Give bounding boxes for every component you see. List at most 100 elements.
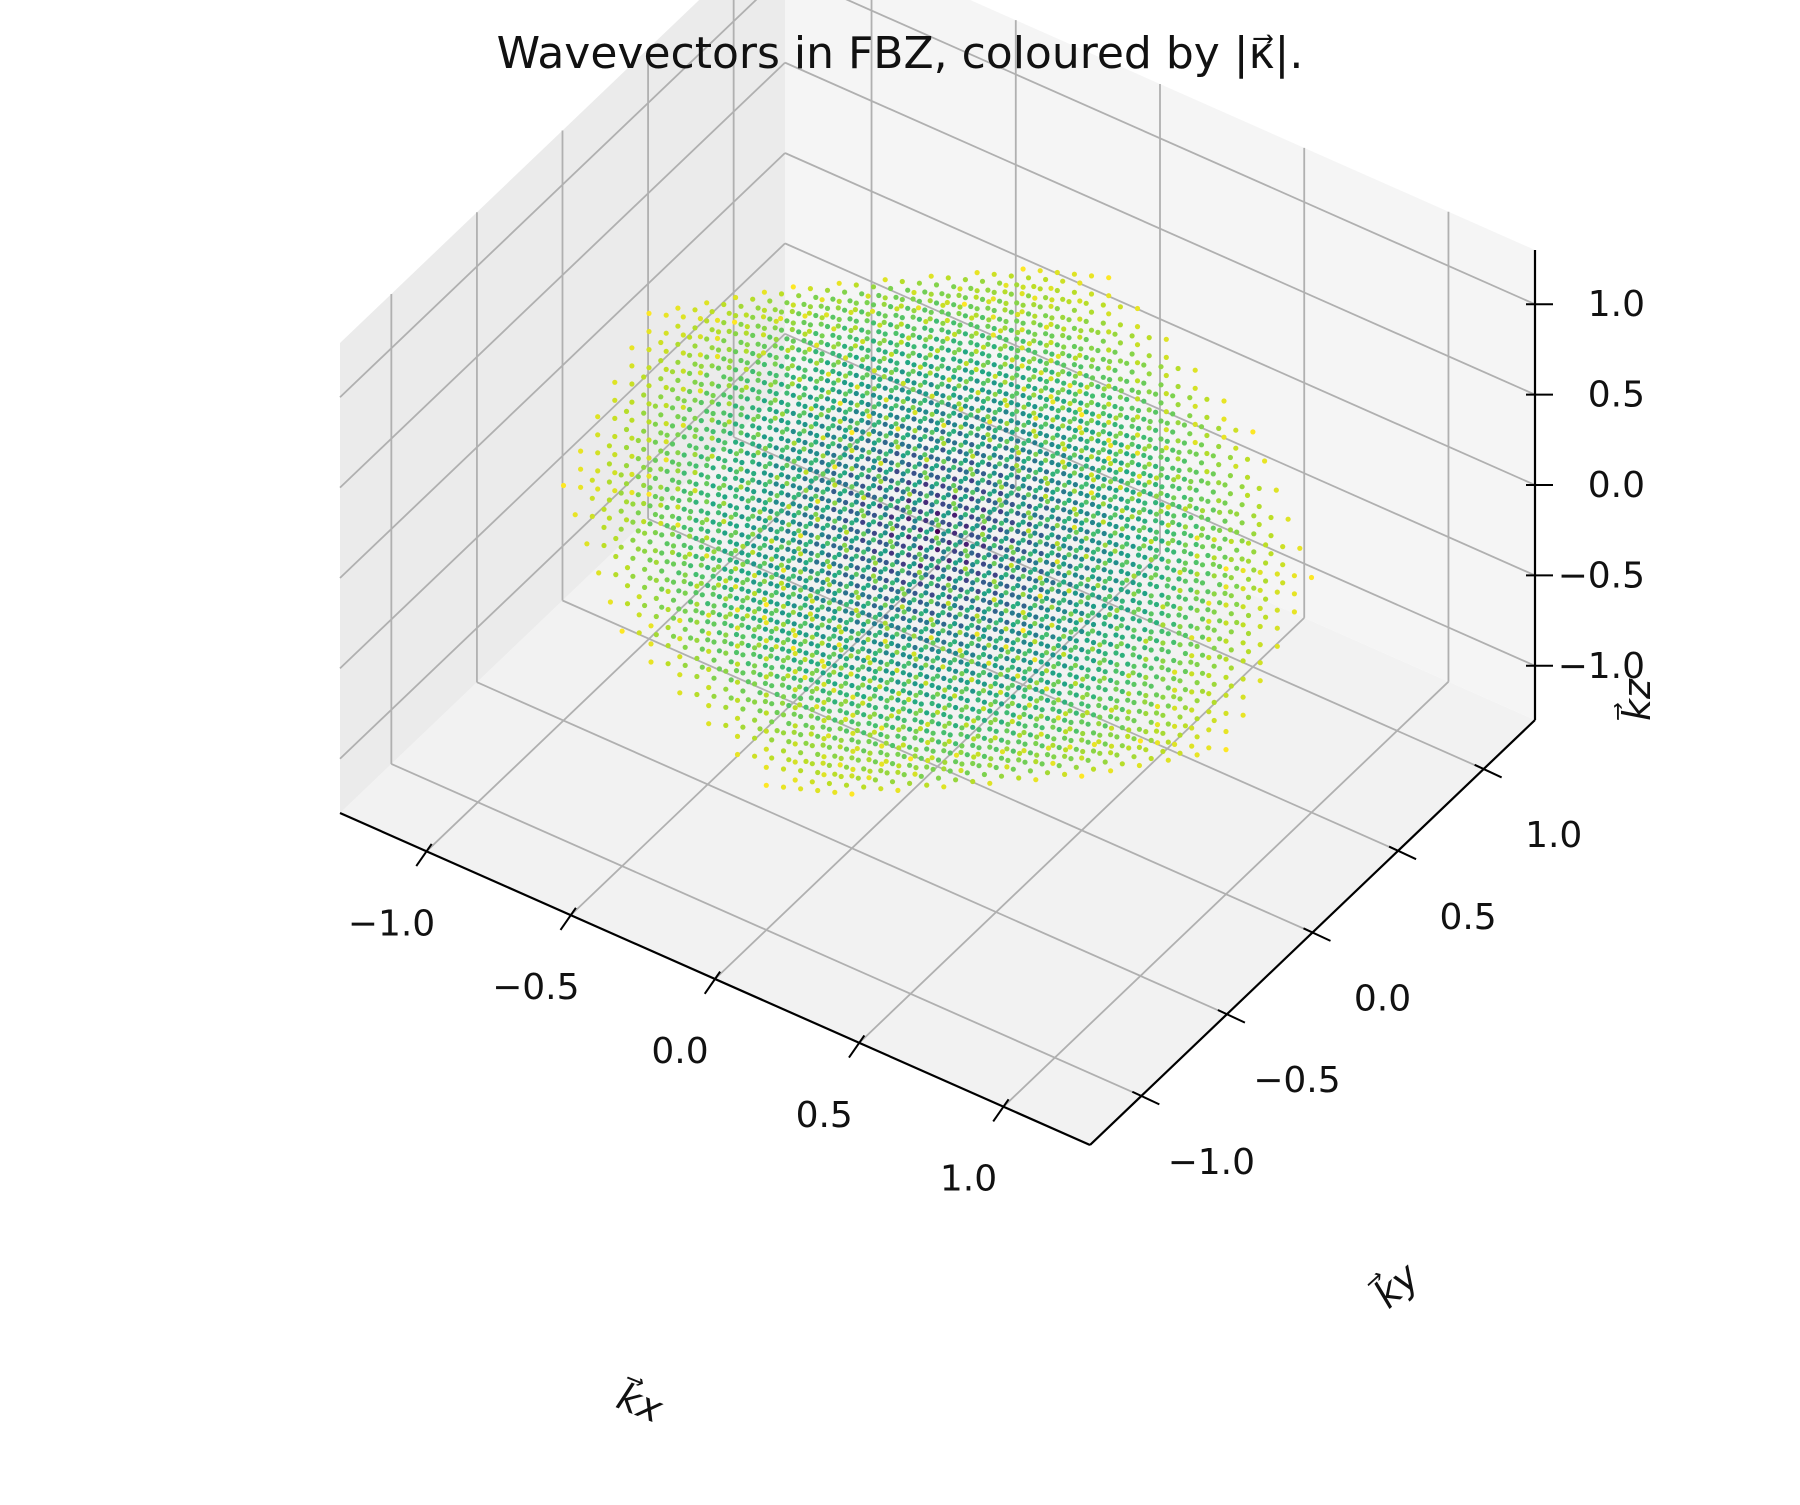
scatter-point (681, 524, 687, 530)
scatter-point (818, 339, 824, 345)
scatter-point (1015, 492, 1021, 498)
scatter-point (1164, 438, 1170, 444)
scatter-point (721, 392, 727, 398)
y-tick-label: −1.0 (1168, 1142, 1255, 1183)
scatter-point (963, 668, 969, 674)
scatter-point (1129, 423, 1135, 429)
scatter-point (1096, 540, 1102, 546)
scatter-point (773, 318, 779, 324)
scatter-point (1043, 331, 1049, 337)
scatter-point (814, 396, 820, 402)
scatter-point (670, 525, 677, 531)
scatter-point (913, 746, 919, 753)
scatter-point (865, 329, 871, 335)
scatter-point (1020, 411, 1026, 417)
scatter-point (971, 718, 977, 724)
scatter-point (752, 717, 758, 723)
scatter-point (715, 455, 722, 462)
scatter-point (911, 362, 917, 368)
scatter-point (723, 614, 729, 620)
scatter-point (1021, 567, 1027, 573)
scatter-point (1084, 601, 1090, 607)
scatter-point (975, 697, 981, 703)
scatter-point (767, 298, 773, 304)
scatter-point (732, 319, 738, 325)
scatter-point (808, 514, 814, 520)
scatter-point (849, 592, 855, 598)
scatter-point (963, 704, 969, 710)
scatter-point (918, 611, 924, 617)
scatter-point (814, 505, 820, 511)
scatter-point (872, 686, 879, 693)
scatter-point (1228, 593, 1234, 599)
scatter-point (881, 301, 887, 307)
scatter-point (1022, 759, 1028, 765)
scatter-point (1096, 431, 1102, 437)
scatter-point (1108, 533, 1114, 539)
scatter-point (1034, 716, 1040, 722)
scatter-point (825, 624, 832, 630)
scatter-point (898, 303, 904, 309)
scatter-point (941, 730, 947, 736)
scatter-point (1020, 609, 1026, 616)
scatter-point (941, 531, 947, 537)
scatter-point (1222, 518, 1228, 524)
scatter-point (928, 562, 934, 569)
scatter-point (951, 410, 957, 416)
scatter-point (778, 435, 785, 442)
scatter-point (964, 553, 970, 559)
scatter-point (962, 385, 969, 391)
scatter-point (836, 497, 842, 503)
scatter-point (958, 749, 964, 756)
scatter-point (755, 305, 761, 311)
scatter-point (1067, 563, 1073, 569)
scatter-point (706, 612, 712, 618)
scatter-point (1021, 549, 1027, 555)
scatter-point (801, 392, 807, 398)
scatter-point (1100, 447, 1106, 453)
scatter-point (997, 407, 1003, 413)
scatter-point (860, 465, 866, 471)
scatter-point (1067, 654, 1073, 660)
scatter-point (1025, 455, 1032, 462)
scatter-point (694, 583, 700, 589)
scatter-point (1021, 386, 1027, 392)
scatter-point (958, 587, 964, 593)
scatter-point (796, 365, 802, 371)
scatter-point (842, 307, 848, 313)
scatter-point (791, 530, 797, 537)
scatter-point (762, 572, 769, 578)
scatter-point (1171, 657, 1177, 664)
scatter-point (945, 528, 951, 534)
scatter-point (675, 341, 681, 347)
scatter-point (847, 424, 853, 430)
scatter-point (1080, 748, 1086, 755)
scatter-point (888, 285, 894, 292)
scatter-point (1188, 605, 1194, 611)
scatter-point (1016, 558, 1022, 564)
scatter-point (910, 296, 916, 302)
scatter-point (1067, 617, 1073, 624)
scatter-point (1032, 367, 1038, 373)
scatter-point (843, 608, 849, 614)
scatter-point (698, 381, 704, 387)
scatter-point (1016, 450, 1022, 456)
scatter-point (1176, 540, 1182, 546)
scatter-point (819, 441, 825, 447)
scatter-point (883, 415, 889, 421)
scatter-point (1025, 347, 1032, 353)
scatter-point (1032, 584, 1038, 590)
scatter-point (918, 574, 924, 581)
scatter-point (768, 436, 774, 442)
scatter-point (1187, 413, 1193, 419)
scatter-point (911, 470, 917, 476)
scatter-point (664, 541, 670, 547)
scatter-point (998, 556, 1005, 562)
scatter-point (1067, 690, 1073, 696)
scatter-point (997, 388, 1003, 395)
scatter-point (751, 669, 757, 675)
scatter-point (739, 441, 745, 447)
scatter-point (998, 773, 1005, 779)
scatter-point (872, 741, 879, 747)
scatter-point (907, 563, 913, 570)
